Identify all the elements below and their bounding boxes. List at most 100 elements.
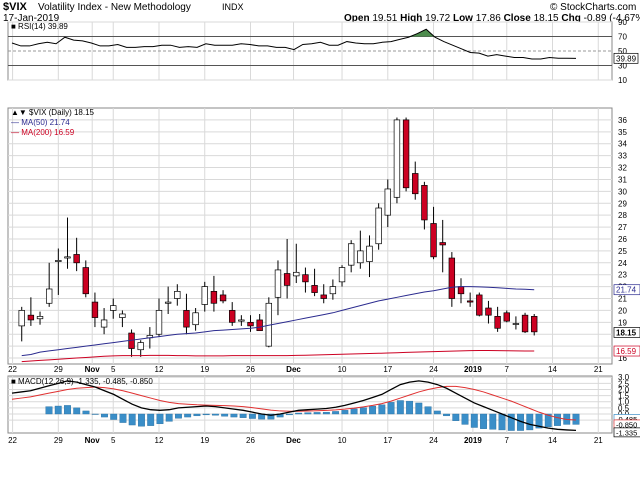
- price-x-label: Dec: [286, 365, 301, 374]
- price-tick-label: 36: [618, 116, 627, 125]
- price-x-label: 17: [383, 365, 392, 374]
- macd-histogram-bar: [415, 402, 423, 415]
- macd-histogram-bar: [267, 413, 275, 420]
- macd-histogram-bar: [554, 413, 561, 426]
- macd-histogram-bar: [156, 413, 164, 425]
- candle-body: [137, 342, 144, 351]
- macd-legend: ■ MACD(12,26,9) -1.335, -0.485, -0.850: [11, 377, 153, 386]
- candle-body: [531, 316, 538, 333]
- macd-histogram-bar: [544, 413, 552, 428]
- candle-body: [375, 207, 382, 245]
- macd-line: [11, 380, 577, 432]
- macd-x-label: 22: [8, 436, 17, 445]
- candle-body: [201, 286, 208, 305]
- candle-body: [329, 286, 337, 295]
- security-name: Volatility Index - New Methodology: [38, 2, 191, 13]
- macd-histogram-bar: [470, 413, 478, 428]
- price-x-label: 14: [548, 365, 557, 374]
- price-tick-label: 29: [618, 199, 627, 208]
- price-tick-label: 34: [618, 140, 627, 149]
- macd-value-label: -0.850: [616, 420, 637, 429]
- macd-histogram-bar: [322, 411, 330, 415]
- price-x-label: 26: [246, 365, 255, 374]
- candle-body: [357, 250, 364, 264]
- macd-histogram-bar: [54, 405, 62, 415]
- macd-histogram-bar: [82, 410, 90, 415]
- price-tick-label: 31: [618, 175, 627, 184]
- close-value: 18.15: [533, 13, 559, 24]
- candle-body: [36, 316, 44, 320]
- macd-histogram-bar: [110, 413, 118, 420]
- rsi-tick-label: 10: [618, 76, 627, 85]
- macd-histogram-bar: [369, 405, 377, 415]
- candle-body: [503, 312, 510, 322]
- price-tick-label: 26: [618, 235, 627, 244]
- rsi-current-value: 39.89: [616, 54, 637, 63]
- ma200-line: [21, 350, 535, 363]
- candle-body: [393, 119, 401, 198]
- open-value: 19.51: [372, 13, 398, 24]
- macd-histogram-bar: [341, 410, 349, 415]
- macd-histogram-bar: [572, 413, 580, 425]
- candle-body: [347, 243, 355, 266]
- candle-body: [155, 310, 163, 335]
- candle-body: [174, 291, 181, 299]
- candle-body: [256, 319, 263, 332]
- macd-value-label: -1.335: [616, 428, 637, 437]
- ma200-current-value: 16.59: [616, 347, 637, 356]
- open-label: Open: [344, 13, 370, 24]
- macd-histogram-bar: [230, 413, 238, 418]
- macd-histogram-bar: [193, 413, 201, 417]
- macd-x-label: 7: [505, 436, 510, 445]
- price-x-label: 7: [505, 365, 510, 374]
- candle-body: [64, 256, 71, 259]
- candle-body: [466, 300, 474, 303]
- macd-histogram-bar: [73, 407, 81, 415]
- candle-body: [494, 316, 501, 329]
- price-x-label: 5: [111, 365, 116, 374]
- macd-x-label: 24: [429, 436, 438, 445]
- macd-x-label: 5: [111, 436, 116, 445]
- candle-body: [229, 310, 236, 323]
- low-value: 17.86: [475, 13, 501, 24]
- macd-x-label: 21: [594, 436, 603, 445]
- price-tick-label: 32: [618, 164, 627, 173]
- candle-body: [293, 271, 300, 277]
- ma200-legend: — MA(200) 16.59: [11, 128, 75, 137]
- rsi-tick-label: 50: [618, 47, 627, 56]
- macd-x-label: 19: [200, 436, 209, 445]
- ma50-current-value: 21.74: [616, 286, 637, 295]
- macd-histogram-bar: [452, 413, 460, 421]
- rsi-tick-label: 70: [618, 33, 627, 42]
- chart-date: 17-Jan-2019: [3, 13, 60, 24]
- candle-body: [100, 319, 108, 328]
- candle-body: [192, 312, 199, 326]
- candle-body: [91, 301, 99, 318]
- macd-x-label: 10: [338, 436, 347, 445]
- attribution: © StockCharts.com: [550, 2, 637, 13]
- candle-body: [119, 313, 126, 318]
- candle-body: [384, 188, 391, 216]
- price-tick-label: 20: [618, 306, 627, 315]
- low-label: Low: [452, 13, 473, 24]
- chg-value: -0.89 (-4.67%): [583, 13, 640, 24]
- macd-histogram-bar: [128, 413, 136, 426]
- candle-body: [210, 291, 218, 304]
- price-x-label: 22: [8, 365, 17, 374]
- high-label: High: [400, 13, 423, 24]
- macd-x-label: 26: [246, 436, 255, 445]
- macd-histogram-bar: [285, 413, 293, 416]
- price-tick-label: 25: [618, 247, 627, 256]
- macd-histogram-bar: [526, 413, 534, 431]
- price-tick-label: 33: [618, 152, 627, 161]
- candle-body: [18, 310, 25, 327]
- macd-x-label: 29: [54, 436, 63, 445]
- candle-body: [183, 310, 190, 328]
- macd-histogram-bar: [248, 413, 256, 419]
- candle-body: [274, 269, 282, 298]
- symbol: $VIX: [3, 1, 27, 13]
- candle-body: [448, 257, 456, 299]
- macd-histogram-bar: [295, 412, 303, 415]
- macd-histogram-bar: [406, 400, 414, 415]
- macd-histogram-bar: [396, 400, 404, 415]
